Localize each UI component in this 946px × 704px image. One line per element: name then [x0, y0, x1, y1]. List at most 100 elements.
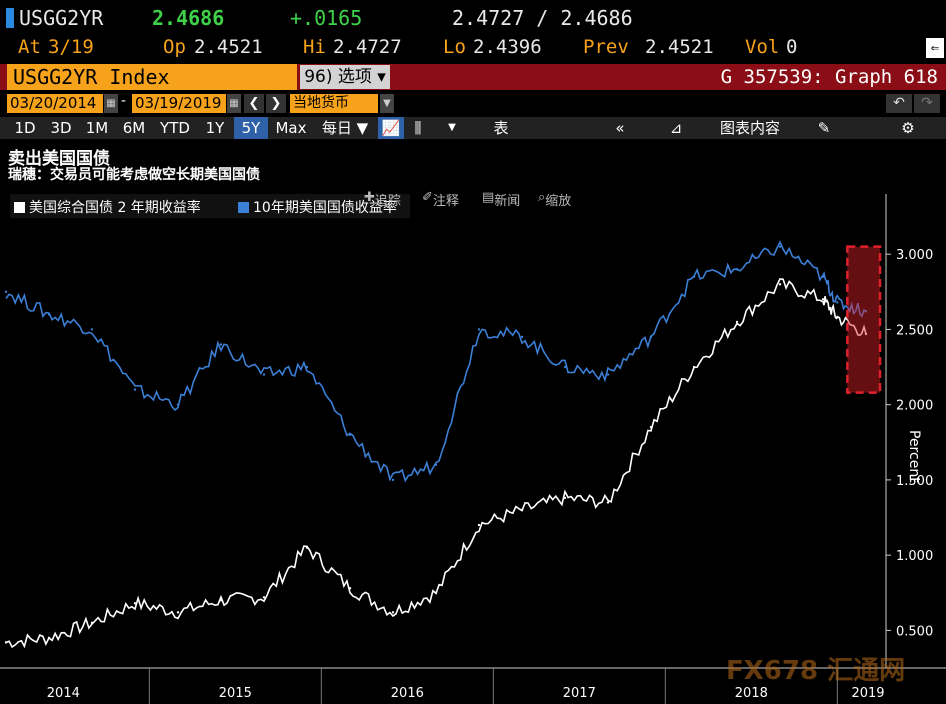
data-point — [133, 388, 137, 391]
legend-swatch-2y — [14, 202, 25, 213]
annotate-tool[interactable]: ✐ 注释 — [422, 190, 459, 209]
data-point — [821, 275, 825, 278]
ticker-symbol[interactable]: USGG2YR — [19, 6, 104, 30]
at-value: 3/19 — [48, 36, 94, 58]
data-point — [606, 373, 610, 376]
export-icon[interactable]: ⇐ — [926, 38, 944, 58]
news-tool[interactable]: ▤ 新闻 — [482, 190, 521, 209]
data-point — [219, 343, 223, 346]
range-1y[interactable]: 1Y — [205, 119, 225, 137]
security-field[interactable]: USGG2YR Index — [7, 64, 297, 90]
range-1m[interactable]: 1M — [85, 119, 109, 137]
data-point — [520, 508, 524, 512]
collapse-icon[interactable]: « — [615, 119, 625, 137]
data-point — [391, 611, 395, 614]
range-ytd[interactable]: YTD — [160, 119, 190, 137]
highlight-box — [846, 245, 882, 394]
data-point — [90, 621, 94, 625]
x-tick-label: 2014 — [47, 686, 80, 701]
data-point — [778, 245, 782, 248]
y-tick-label: 1.000 — [896, 549, 933, 564]
bid-ask: 2.4727 / 2.4686 — [452, 6, 633, 30]
range-max[interactable]: Max — [275, 119, 307, 137]
volume-label: Vol — [745, 36, 780, 58]
redo-icon[interactable]: ↷ — [914, 94, 940, 113]
ticker-marker — [6, 8, 14, 28]
data-point — [864, 310, 868, 313]
data-point — [391, 478, 395, 482]
data-point — [133, 602, 137, 605]
data-point — [477, 523, 481, 527]
currency-select[interactable]: 当地货币 — [290, 94, 378, 113]
zoom-label: 缩放 — [545, 194, 572, 209]
legend-item-2y[interactable]: 美国综合国债 2 年期收益率 — [14, 197, 201, 217]
data-point — [434, 591, 438, 594]
prev-label: Prev — [583, 36, 629, 58]
annotate-label: 注释 — [432, 194, 459, 209]
x-tick-label: 2017 — [563, 686, 596, 701]
date-range-row: 03/20/2014 ▦ - 03/19/2019 ▦ ❮ ❯ — [0, 92, 946, 116]
line-chart-icon[interactable]: 📈 — [378, 117, 404, 139]
y-tick-label: 0.500 — [896, 624, 933, 639]
gear-icon[interactable]: ⚙ — [901, 119, 915, 137]
end-date-input[interactable]: 03/19/2019 — [132, 94, 226, 113]
bar-chart-icon[interactable]: ⫼ — [414, 119, 422, 137]
x-tick-label: 2019 — [851, 686, 884, 701]
data-point — [176, 611, 180, 614]
zoom-tool[interactable]: ⌕ 缩放 — [538, 190, 572, 209]
quote-header: USGG2YR 2.4686 +.0165 2.4727 / 2.4686 — [0, 0, 946, 36]
x-axis: 2014 2015 2016 2017 2018 2019 — [0, 667, 946, 704]
line-chart: 2014 2015 2016 2017 2018 2019 0.500 1.000 1.500… — [0, 194, 946, 704]
range-5y[interactable]: 5Y — [234, 117, 268, 139]
data-point — [735, 268, 739, 271]
next-period-button[interactable]: ❯ — [266, 94, 286, 113]
prev-period-button[interactable]: ❮ — [244, 94, 264, 113]
y-axis: 0.500 1.000 1.500 2.000 2.500 3.000 — [885, 194, 933, 668]
volume-value: 0 — [786, 36, 798, 58]
low-label: Lo — [443, 36, 466, 58]
chevron-down-icon[interactable]: ▼ — [448, 122, 456, 133]
track-tool[interactable]: ✚ 追踪 — [364, 190, 401, 209]
chart-content-button[interactable]: 图表内容 — [719, 119, 780, 137]
calendar-icon[interactable]: ▦ — [227, 94, 241, 113]
data-point — [4, 641, 8, 644]
options-button[interactable]: 96) 选项 ▾ — [300, 65, 390, 89]
data-point — [305, 365, 309, 369]
undo-icon[interactable]: ↶ — [886, 94, 912, 113]
data-point — [520, 335, 524, 339]
date-separator: - — [121, 93, 127, 109]
range-toolbar: 1D 3D 1M 6M YTD 1Y 5Y Max 每日 ▼ 📈 ⫼ ▼ 表 «… — [0, 117, 946, 139]
chevron-down-icon[interactable]: ▼ — [380, 94, 394, 113]
legend-item-10y[interactable]: 10年期美国国债收益率 — [238, 197, 397, 217]
range-1d[interactable]: 1D — [14, 119, 36, 137]
data-point — [692, 365, 696, 369]
data-point — [821, 298, 825, 301]
frequency-select[interactable]: 每日 ▼ — [321, 119, 369, 137]
calendar-icon[interactable]: ▦ — [104, 94, 118, 113]
x-tick-label: 2018 — [735, 686, 768, 701]
news-label: 新闻 — [494, 194, 521, 209]
start-date-input[interactable]: 03/20/2014 — [7, 94, 103, 113]
chart-style-icon[interactable]: ⊿ — [669, 119, 683, 137]
data-point — [348, 433, 352, 436]
data-point — [864, 332, 868, 336]
y-tick-label: 3.000 — [896, 248, 933, 263]
series-line-10y — [5, 240, 867, 483]
data-point — [836, 301, 839, 304]
data-point — [305, 546, 309, 549]
watermark-logo: FX678 汇通网 — [726, 656, 906, 686]
range-3d[interactable]: 3D — [50, 119, 72, 137]
data-point — [176, 403, 180, 406]
table-button[interactable]: 表 — [493, 119, 509, 137]
data-point — [4, 290, 8, 294]
edit-icon[interactable]: ✎ — [817, 119, 831, 137]
y-tick-label: 2.500 — [896, 323, 933, 338]
legend-swatch-10y — [238, 202, 249, 213]
range-6m[interactable]: 6M — [122, 119, 146, 137]
x-tick-label: 2016 — [391, 686, 424, 701]
data-point — [262, 596, 266, 599]
data-point — [90, 328, 94, 331]
high-label: Hi — [303, 36, 326, 58]
data-point — [219, 599, 223, 602]
legend-label-10y: 10年期美国国债收益率 — [253, 200, 397, 216]
